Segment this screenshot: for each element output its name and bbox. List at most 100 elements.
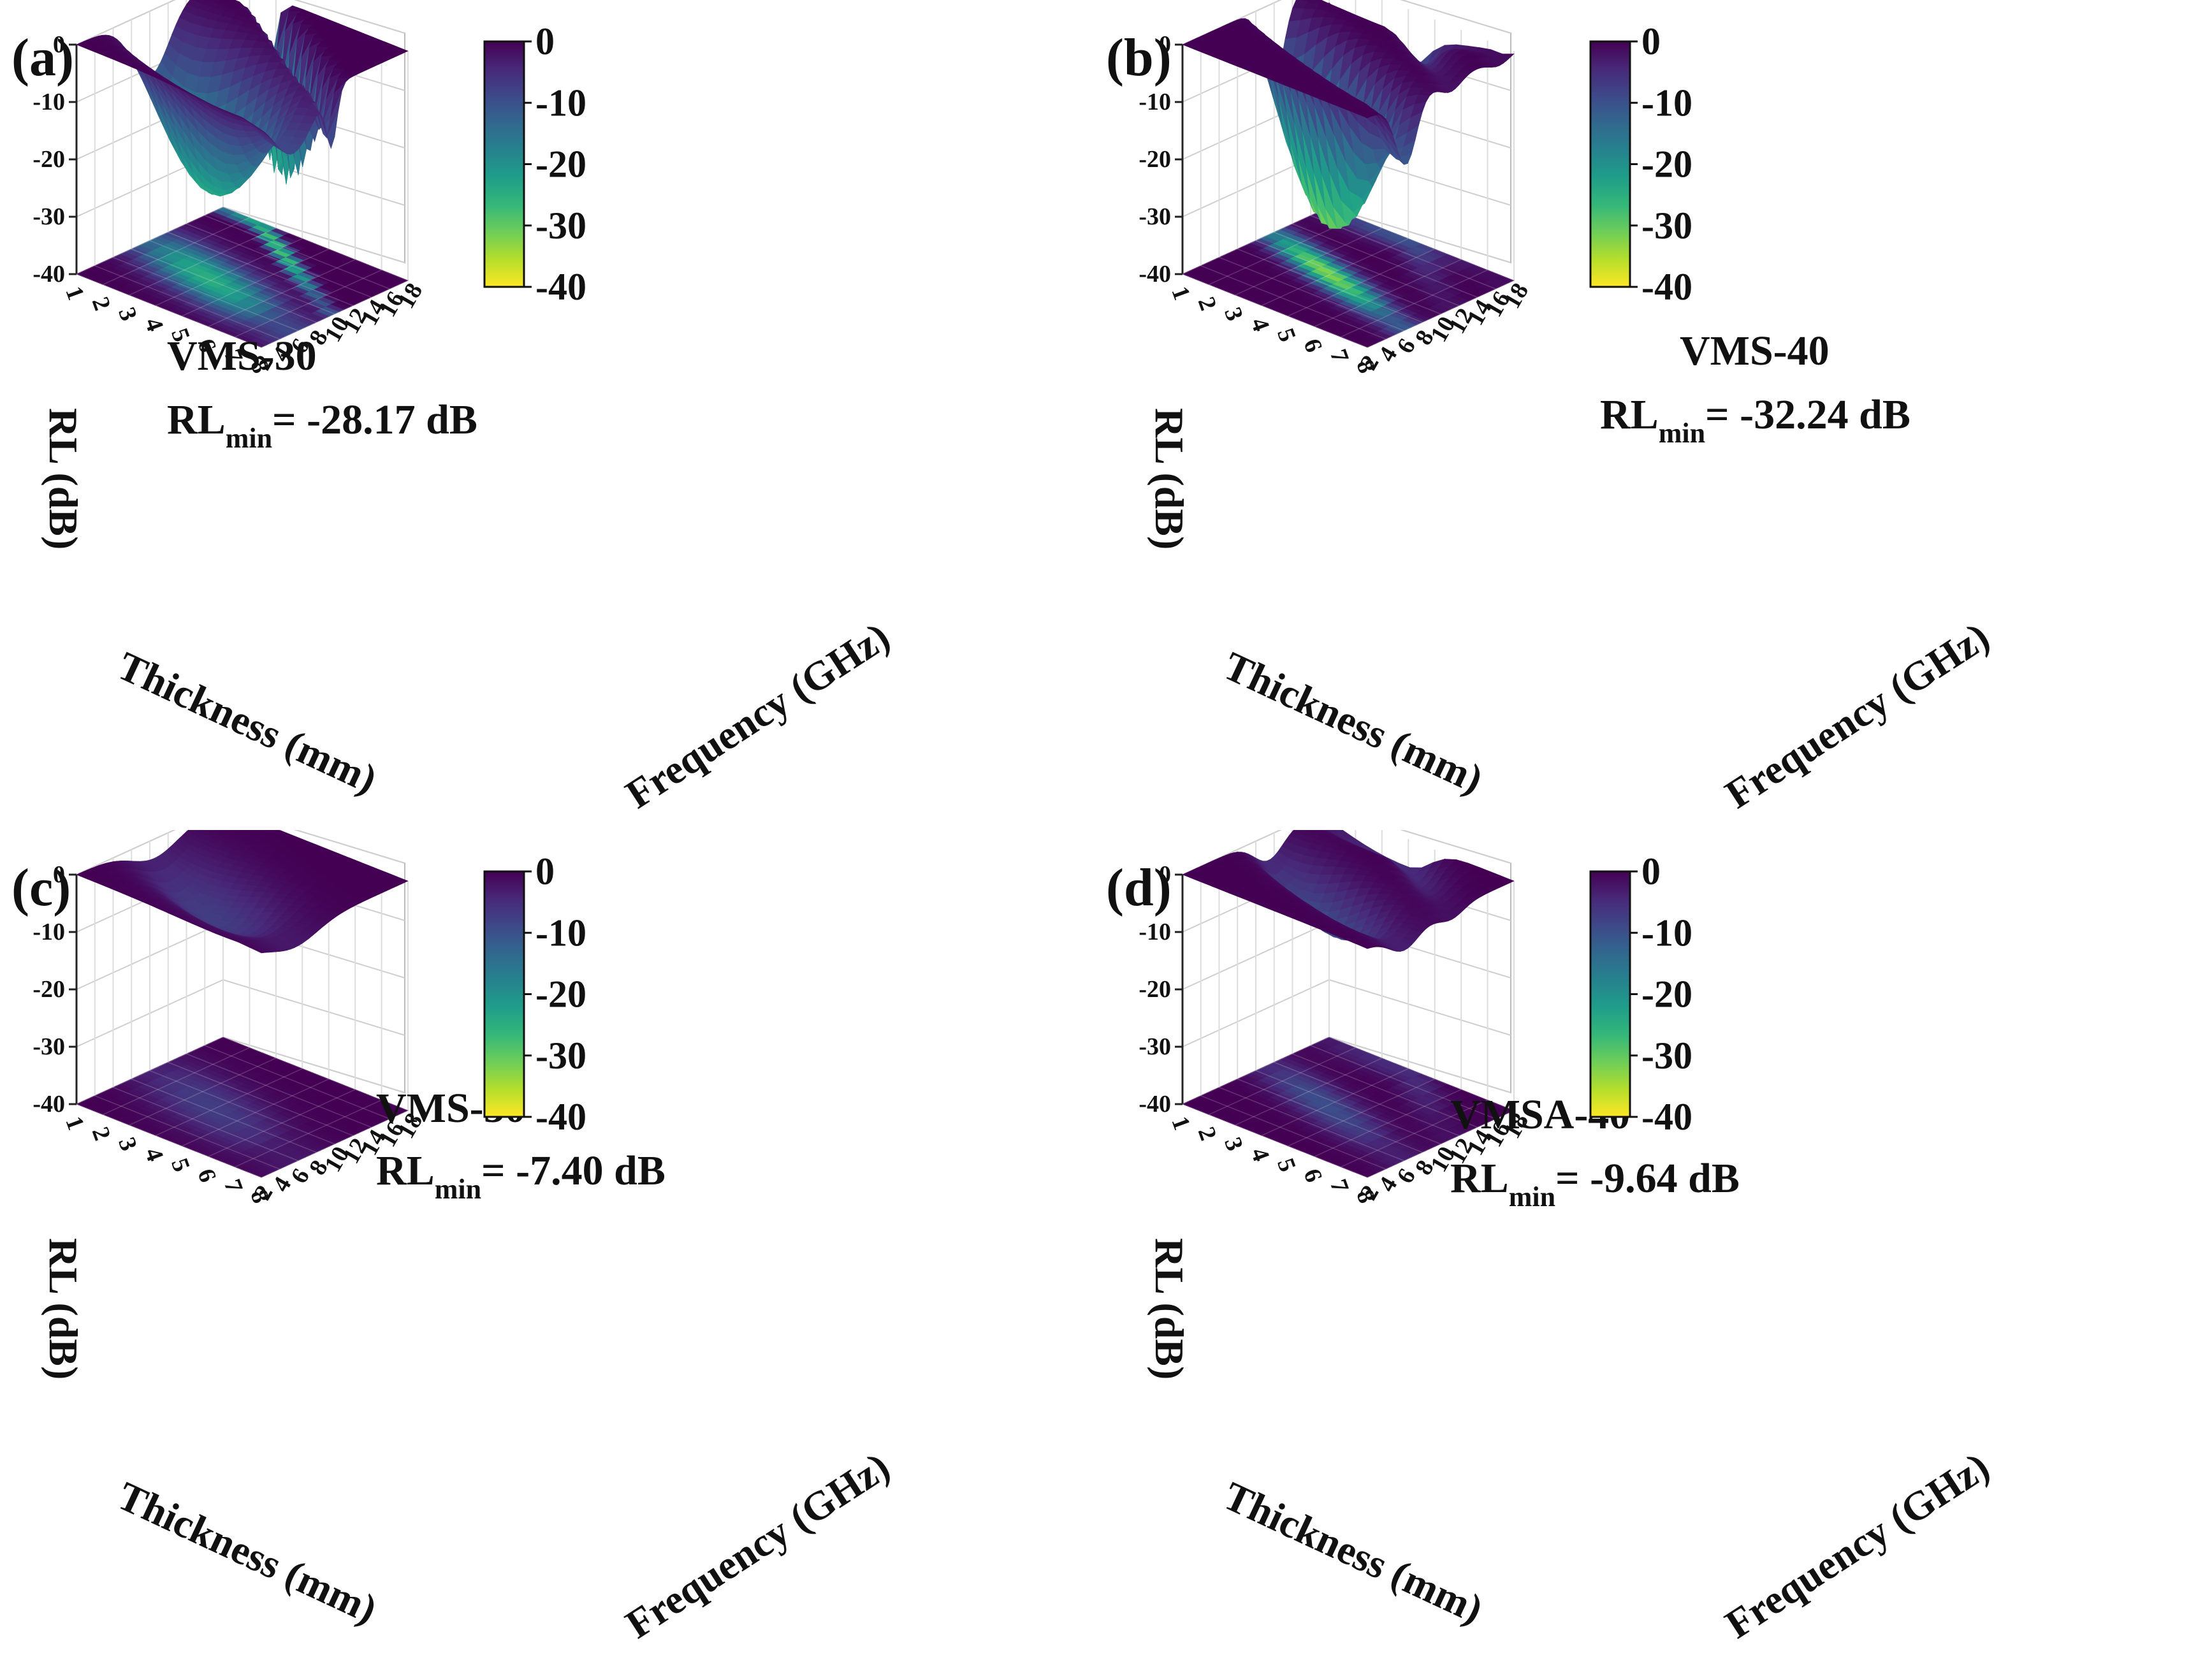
floor-gridline (1237, 1078, 1423, 1153)
floor-gridline (1314, 1089, 1462, 1157)
floor-gridline (168, 1061, 354, 1137)
x-axis-title: Thickness (mm) (1217, 1473, 1490, 1632)
contour-projection (75, 1037, 409, 1178)
x-tick-label: 7 (1325, 346, 1354, 366)
floor-gridline (113, 257, 298, 331)
z-tick-label: -20 (1139, 976, 1171, 1003)
floor-gridline (261, 280, 409, 348)
x-tick-label: 7 (1325, 1176, 1354, 1196)
floor-gridline (204, 215, 390, 289)
floor-gridline (222, 207, 409, 281)
contour-projection (1181, 207, 1515, 348)
z-tick-label: 0 (53, 861, 65, 888)
floor-gridline (1255, 1070, 1441, 1145)
colorbar-tick-label: -30 (535, 205, 586, 247)
colorbar-tick-label: -10 (1641, 82, 1692, 124)
x-tick-label: 6 (1298, 335, 1327, 356)
floor-gridline (1274, 1061, 1460, 1137)
floor-gridline (1328, 207, 1515, 281)
floor-gridline (1200, 1095, 1386, 1170)
rl-surface (76, 830, 409, 954)
x-tick-label: 2 (1193, 1123, 1222, 1144)
panel-label: (b) (1106, 28, 1172, 87)
floor-gridline (1274, 231, 1460, 307)
rl-surface (1182, 0, 1515, 229)
floor-gridline (1219, 1087, 1404, 1161)
rlmin-annotation: RLmin= -28.17 dB (167, 397, 477, 454)
rl-sub: min (1509, 1181, 1555, 1212)
x-axis-title: Thickness (mm) (111, 643, 384, 802)
z-tick-label: -30 (33, 1033, 65, 1060)
rlmin-annotation: RLmin= -7.40 dB (376, 1147, 666, 1205)
colorbar: 0 -10 -20 -30 -40 (483, 850, 586, 1138)
floor-gridline (131, 248, 317, 323)
y-axis-title: Frequency (GHz) (1717, 613, 1997, 817)
z-tick-label: -10 (1139, 89, 1171, 115)
floor-gridline (1367, 1110, 1515, 1178)
rl-sub: min (435, 1174, 481, 1205)
floor-gridline (1237, 248, 1423, 323)
rl-surface (76, 0, 409, 197)
floor-gridline (103, 1047, 250, 1116)
floor-gridline (182, 249, 330, 317)
z-tick-label: -10 (33, 89, 65, 115)
floor-gridline (131, 1078, 317, 1153)
x-tick-label: 4 (140, 1144, 169, 1165)
rl-prefix: RL (1600, 391, 1659, 438)
floor-cell (1495, 1105, 1515, 1113)
floor-gridline (235, 1099, 382, 1168)
z-axis-title: RL (dB) (41, 1238, 86, 1380)
colorbar-tick-label: -40 (535, 1096, 586, 1138)
colorbar-tick-label: -40 (1641, 266, 1692, 308)
x-axis-title: Thickness (mm) (111, 1473, 384, 1632)
x-tick-label: 4 (1246, 1144, 1275, 1165)
z-tick-label: -40 (33, 1091, 65, 1118)
z-axis-title: RL (dB) (1147, 1238, 1192, 1380)
sample-name: VMS-30 (167, 333, 317, 379)
rl-prefix: RL (1450, 1155, 1509, 1202)
floor-cell (389, 275, 409, 283)
floor-gridline (149, 240, 335, 315)
floor-gridline (1288, 249, 1436, 317)
rl-sub: min (1659, 418, 1705, 449)
floor-gridline (94, 1095, 280, 1170)
floor-gridline (1209, 217, 1356, 286)
x-tick-label: 2 (1193, 293, 1222, 314)
z-tick-label: 0 (1159, 31, 1171, 58)
z-tick-label: -40 (1139, 261, 1171, 288)
z-axis-title: RL (dB) (1147, 408, 1192, 550)
colorbar-tick-label: -30 (1641, 205, 1692, 247)
floor-gridline (1182, 207, 1330, 275)
rl-value: = -28.17 dB (272, 397, 477, 443)
colorbar-tick-label: -40 (535, 266, 586, 308)
rl-prefix: RL (167, 397, 226, 443)
floor-cell (389, 1105, 409, 1113)
floor-gridline (1261, 238, 1409, 306)
colorbar-tick-label: -10 (1641, 912, 1692, 954)
rl-value: = -32.24 dB (1705, 391, 1910, 438)
floor-gridline (261, 1110, 409, 1178)
surface-cell (249, 947, 266, 954)
y-axis-title: Frequency (GHz) (618, 1443, 898, 1647)
floor-gridline (208, 1089, 356, 1157)
x-tick-label: 7 (219, 1176, 248, 1196)
floor-gridline (208, 259, 356, 327)
colorbar-tick-label: 0 (535, 850, 555, 892)
floor-gridline (113, 1087, 298, 1161)
floor-gridline (1310, 1045, 1496, 1119)
z-tick-label: -20 (1139, 146, 1171, 173)
colorbar-tick-label: -20 (1641, 973, 1692, 1016)
z-tick-label: -30 (1139, 203, 1171, 230)
panel-label: (a) (11, 28, 74, 87)
floor-gridline (1261, 1068, 1409, 1136)
x-tick-label: 3 (1219, 1134, 1248, 1154)
floor-gridline (76, 207, 224, 275)
panel-label: (c) (11, 858, 71, 917)
floor-gridline (76, 1037, 224, 1105)
floor-cell (1495, 275, 1515, 283)
floor-gridline (1288, 1079, 1436, 1147)
rl-value: = -9.64 dB (1555, 1155, 1740, 1202)
floor-gridline (1182, 1103, 1368, 1178)
z-tick-label: -30 (33, 203, 65, 230)
z-tick-label: -30 (1139, 1033, 1171, 1060)
